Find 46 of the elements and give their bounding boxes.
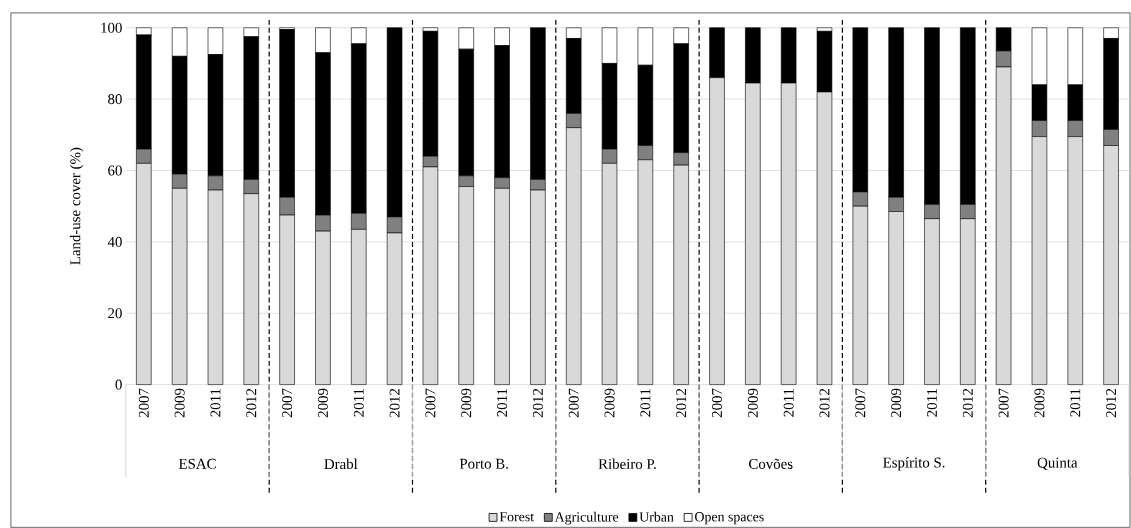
x-tick-label: 2007 [425,388,436,418]
x-tick-label: 2012 [246,388,257,418]
x-tick-label: 2007 [138,388,149,418]
x-tick-label: 2007 [855,388,866,418]
text: Espírito S. [883,456,945,471]
x-tick-label: 2011 [1070,388,1081,417]
text: Quinta [1037,457,1078,470]
text: ESAC [178,458,216,469]
text: Porto B. [459,458,508,469]
x-tick-label: 2009 [747,388,758,418]
y-tick-label: 40 [107,236,122,247]
x-tick-label: 2011 [783,388,794,417]
x-tick-label: 2009 [461,388,472,418]
x-tick-label: 2007 [282,388,293,418]
y-axis-title: Land-use cover (%) [69,147,84,265]
legend-label: Agriculture [554,511,619,525]
y-tick-label: 80 [108,93,122,104]
x-tick-label: 2007 [998,388,1009,418]
x-tick-label: 2012 [532,388,543,418]
y-tick-label: 20 [108,308,122,319]
x-tick-label: 2009 [891,388,902,418]
x-tick-label: 2009 [1034,388,1045,418]
x-tick-label: 2007 [711,388,723,418]
x-tick-label: 2012 [819,388,830,418]
x-tick-label: 2009 [604,388,615,418]
x-tick-label: 2012 [389,388,400,418]
y-tick-label: 100 [101,22,122,33]
x-tick-label: 2011 [497,388,508,417]
x-tick-label: 2009 [317,388,328,418]
x-tick-label: 2012 [676,388,687,418]
x-tick-label: 2011 [353,388,364,417]
text: Drabl [324,458,358,469]
x-tick-label: 2011 [640,388,651,417]
x-tick-label: 2009 [174,388,185,418]
x-tick-label: 2012 [962,388,973,418]
x-tick-label: 2012 [1106,388,1117,418]
text: Covões [749,458,793,469]
text: Ribeiro P. [598,458,656,469]
legend-label: Urban [639,511,674,522]
x-tick-label: 2011 [210,388,221,417]
legend-label: Forest [499,511,534,522]
y-tick-label: 0 [115,379,122,390]
x-tick-label: 2007 [568,388,579,418]
x-tick-label: 2011 [926,388,937,417]
y-tick-label: 60 [108,165,122,176]
legend-label: Open spaces [695,511,764,525]
